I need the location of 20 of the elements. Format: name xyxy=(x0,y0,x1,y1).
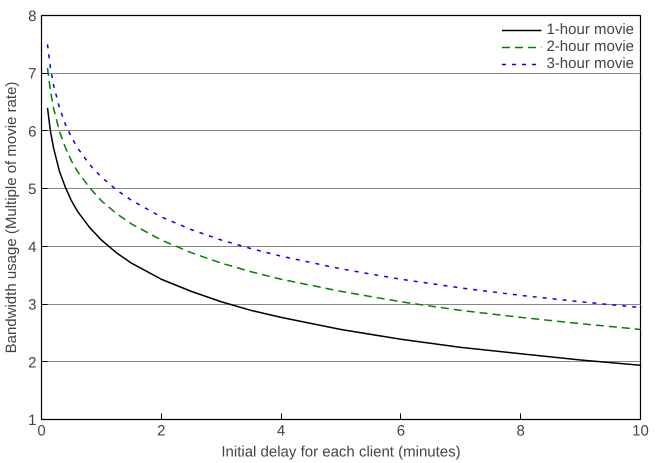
y-tick-label: 5 xyxy=(28,181,36,198)
y-tick-label: 4 xyxy=(28,238,36,256)
x-axis-title: Initial delay for each client (minutes) xyxy=(221,444,461,460)
x-tick-label: 10 xyxy=(632,422,649,440)
y-tick-label: 3 xyxy=(28,296,36,314)
y-tick-label: 8 xyxy=(28,8,36,25)
x-tick-label: 4 xyxy=(276,422,286,440)
y-tick-label: 6 xyxy=(28,123,36,140)
legend-label: 1-hour movie xyxy=(546,21,634,38)
y-axis-title: Bandwidth usage (Multiple of movie rate) xyxy=(3,82,20,354)
x-tick-label: 8 xyxy=(516,422,525,440)
legend-label: 2-hour movie xyxy=(546,38,634,55)
legend-label: 3-hour movie xyxy=(546,55,634,72)
y-tick-label: 2 xyxy=(28,354,36,372)
x-tick-label: 0 xyxy=(37,422,46,440)
y-tick-label: 7 xyxy=(28,66,36,83)
x-tick-label: 6 xyxy=(396,422,406,440)
y-tick-label: 1 xyxy=(28,412,36,429)
x-tick-label: 2 xyxy=(157,422,166,440)
line-series xyxy=(46,67,640,330)
